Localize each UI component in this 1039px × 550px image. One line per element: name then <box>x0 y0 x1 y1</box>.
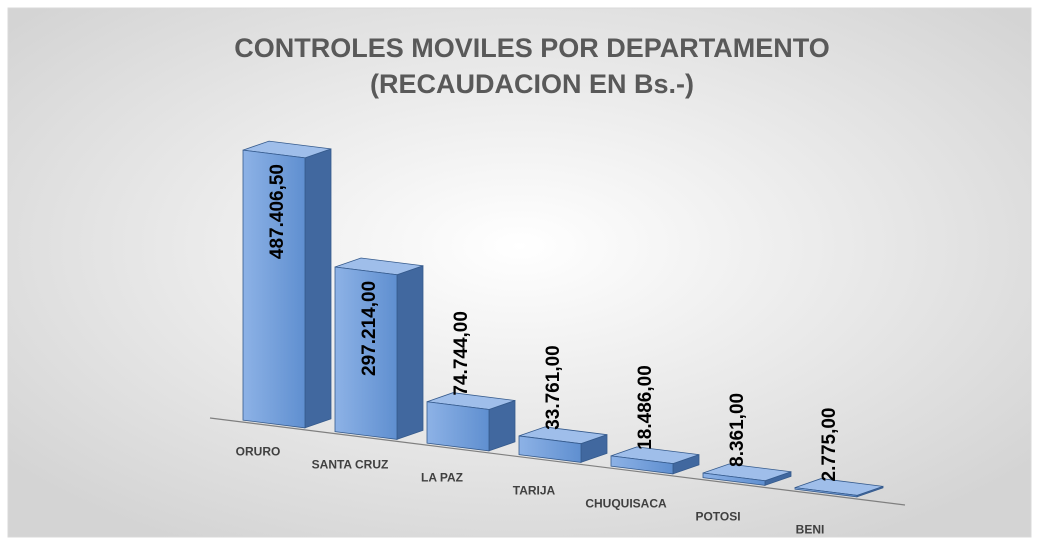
bar-front <box>334 266 398 440</box>
chart-title: CONTROLES MOVILES POR DEPARTAMENTO <box>234 33 830 63</box>
x-tick-label: ORURO <box>236 444 281 458</box>
value-label: 487.406,50 <box>267 164 288 259</box>
value-label: 18.486,00 <box>635 365 656 450</box>
value-label: 33.761,00 <box>543 345 564 430</box>
bar-front <box>702 472 766 486</box>
value-label: 74.744,00 <box>451 311 472 396</box>
bar-side <box>396 265 424 440</box>
chart-title: (RECAUDACION EN Bs.-) <box>370 69 694 99</box>
bar-front <box>242 149 306 429</box>
x-tick-label: LA PAZ <box>421 470 463 484</box>
x-tick-label: BENI <box>796 522 825 536</box>
value-label: 8.361,00 <box>727 393 748 467</box>
x-tick-label: SANTA CRUZ <box>312 457 389 471</box>
bar-front <box>794 487 858 498</box>
x-tick-label: POTOSI <box>695 509 740 523</box>
x-tick-label: CHUQUISACA <box>585 496 667 510</box>
bar-front <box>610 455 674 475</box>
floor-line <box>209 417 906 506</box>
bar-side <box>304 148 332 429</box>
bar-front <box>426 401 490 452</box>
bar-front <box>518 435 582 463</box>
value-label: 2.775,00 <box>819 407 840 481</box>
x-tick-label: TARIJA <box>513 483 556 497</box>
value-label: 297.214,00 <box>359 281 380 376</box>
